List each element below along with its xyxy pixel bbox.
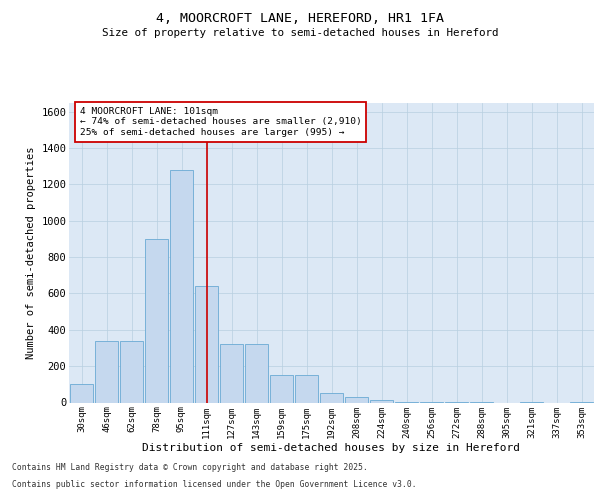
Text: Contains public sector information licensed under the Open Government Licence v3: Contains public sector information licen… <box>12 480 416 489</box>
Bar <box>70 384 94 402</box>
Bar <box>119 340 143 402</box>
Text: 4 MOORCROFT LANE: 101sqm
← 74% of semi-detached houses are smaller (2,910)
25% o: 4 MOORCROFT LANE: 101sqm ← 74% of semi-d… <box>79 107 361 137</box>
X-axis label: Distribution of semi-detached houses by size in Hereford: Distribution of semi-detached houses by … <box>143 443 521 453</box>
Bar <box>194 286 218 403</box>
Text: Contains HM Land Registry data © Crown copyright and database right 2025.: Contains HM Land Registry data © Crown c… <box>12 464 368 472</box>
Bar <box>220 344 244 403</box>
Bar <box>170 170 193 402</box>
Bar <box>245 344 268 403</box>
Bar <box>370 400 394 402</box>
Bar <box>145 239 169 402</box>
Text: 4, MOORCROFT LANE, HEREFORD, HR1 1FA: 4, MOORCROFT LANE, HEREFORD, HR1 1FA <box>156 12 444 26</box>
Y-axis label: Number of semi-detached properties: Number of semi-detached properties <box>26 146 35 359</box>
Bar <box>269 375 293 402</box>
Bar <box>295 375 319 402</box>
Bar <box>95 340 118 402</box>
Bar <box>344 397 368 402</box>
Text: Size of property relative to semi-detached houses in Hereford: Size of property relative to semi-detach… <box>102 28 498 38</box>
Bar <box>320 392 343 402</box>
